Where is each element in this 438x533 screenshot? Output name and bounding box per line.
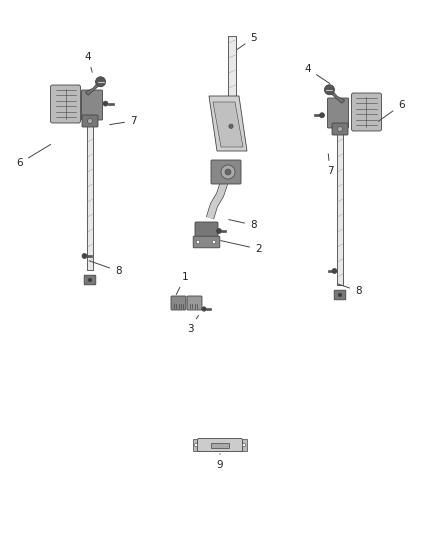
FancyBboxPatch shape	[334, 290, 346, 300]
Circle shape	[95, 77, 106, 87]
Bar	[193, 439, 199, 451]
Circle shape	[325, 85, 335, 95]
FancyBboxPatch shape	[81, 90, 102, 120]
Polygon shape	[209, 96, 247, 151]
Circle shape	[216, 229, 222, 233]
Text: 7: 7	[327, 154, 333, 176]
Circle shape	[221, 165, 235, 179]
FancyBboxPatch shape	[198, 439, 243, 451]
FancyBboxPatch shape	[171, 296, 186, 310]
Circle shape	[82, 254, 87, 259]
Circle shape	[202, 307, 206, 311]
Circle shape	[103, 101, 108, 106]
Circle shape	[88, 278, 92, 282]
FancyBboxPatch shape	[352, 93, 381, 131]
FancyBboxPatch shape	[187, 296, 202, 310]
Bar	[108, 102, 114, 104]
Bar	[87, 121, 93, 270]
Bar	[314, 114, 320, 116]
Polygon shape	[213, 102, 243, 147]
Circle shape	[88, 118, 92, 124]
Text: 6: 6	[378, 100, 405, 122]
Bar	[206, 308, 211, 310]
Circle shape	[225, 169, 231, 175]
Polygon shape	[328, 88, 345, 103]
Bar	[241, 439, 247, 451]
Text: 6: 6	[17, 144, 51, 168]
FancyBboxPatch shape	[50, 85, 81, 123]
Bar	[337, 129, 343, 285]
Circle shape	[212, 240, 216, 244]
Circle shape	[229, 124, 233, 128]
Circle shape	[338, 293, 342, 297]
Text: 8: 8	[229, 220, 257, 230]
Bar	[87, 255, 92, 256]
Circle shape	[242, 443, 246, 447]
Text: 8: 8	[338, 284, 362, 296]
Bar	[211, 442, 229, 448]
Circle shape	[332, 269, 337, 273]
Bar	[228, 36, 236, 96]
FancyBboxPatch shape	[332, 123, 348, 135]
Text: 8: 8	[90, 261, 122, 276]
Text: 4: 4	[305, 64, 330, 84]
FancyBboxPatch shape	[82, 115, 98, 127]
FancyBboxPatch shape	[211, 160, 241, 184]
Text: 7: 7	[110, 116, 137, 126]
Bar	[221, 230, 226, 232]
FancyBboxPatch shape	[195, 222, 218, 240]
Text: 5: 5	[237, 33, 257, 50]
Bar	[328, 270, 332, 271]
Circle shape	[338, 126, 343, 132]
Circle shape	[194, 443, 198, 447]
FancyBboxPatch shape	[328, 98, 349, 128]
Text: 2: 2	[221, 240, 261, 254]
Text: 3: 3	[187, 316, 198, 334]
Polygon shape	[85, 80, 102, 95]
FancyBboxPatch shape	[84, 275, 96, 285]
Circle shape	[196, 240, 200, 244]
FancyBboxPatch shape	[193, 236, 220, 248]
Circle shape	[319, 113, 325, 118]
Text: 9: 9	[217, 454, 223, 470]
Text: 1: 1	[176, 272, 188, 295]
Text: 4: 4	[85, 52, 92, 72]
